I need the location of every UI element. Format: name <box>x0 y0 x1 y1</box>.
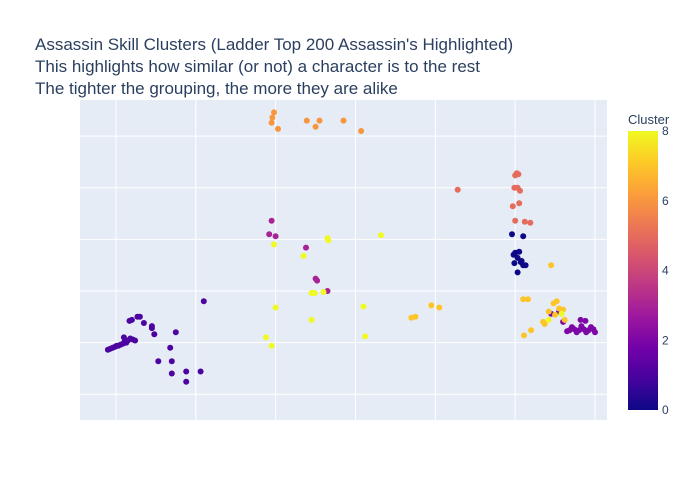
data-point <box>548 262 555 269</box>
data-point <box>515 171 522 178</box>
colorbar-tick-label: 6 <box>662 194 669 208</box>
data-point <box>268 217 275 224</box>
data-point <box>197 368 204 375</box>
data-point <box>340 117 347 124</box>
data-point <box>521 332 527 339</box>
data-point <box>516 200 523 207</box>
data-point <box>520 296 527 303</box>
data-point <box>167 344 174 351</box>
data-point <box>308 316 315 323</box>
data-point <box>275 125 281 132</box>
data-point <box>520 233 527 240</box>
colorbar-tick-label: 4 <box>662 264 669 278</box>
data-point <box>325 237 332 244</box>
title-line-2: This highlights how similar (or not) a c… <box>35 57 480 76</box>
data-point <box>148 325 155 332</box>
data-point <box>183 368 190 375</box>
points-layer <box>104 109 598 385</box>
data-point <box>132 337 139 344</box>
data-point <box>454 186 461 193</box>
data-point <box>511 260 518 267</box>
data-point <box>168 370 175 377</box>
data-point <box>300 252 307 259</box>
data-point <box>553 298 560 305</box>
data-point <box>268 119 275 126</box>
chart-title: Assassin Skill Clusters (Ladder Top 200 … <box>35 35 513 98</box>
data-point <box>522 262 529 269</box>
data-point <box>168 358 175 365</box>
data-point <box>528 327 535 334</box>
data-point <box>527 219 534 226</box>
data-point <box>312 123 319 130</box>
colorbar-tick-label: 8 <box>662 124 669 138</box>
data-point <box>272 233 279 240</box>
colorbar-tick-label: 2 <box>662 333 669 347</box>
data-point <box>272 304 279 311</box>
colorbar-ticks: 0 2 4 6 8 <box>662 124 669 417</box>
data-point <box>509 203 516 210</box>
data-point <box>362 333 369 340</box>
data-point <box>316 117 323 124</box>
data-point <box>311 290 318 296</box>
data-point <box>268 342 275 349</box>
title-line-1: Assassin Skill Clusters (Ladder Top 200 … <box>35 35 513 54</box>
data-point <box>577 316 584 323</box>
data-point <box>518 258 525 264</box>
data-point <box>140 320 147 326</box>
data-point <box>320 289 327 295</box>
data-point <box>509 231 515 238</box>
data-point <box>120 334 127 341</box>
data-point <box>521 218 528 225</box>
data-point <box>155 358 162 365</box>
data-point <box>561 316 568 323</box>
data-point <box>266 231 273 238</box>
data-point <box>360 303 367 310</box>
data-point <box>269 114 276 121</box>
data-point <box>545 316 552 323</box>
data-point <box>552 311 559 318</box>
colorbar-gradient <box>628 131 658 410</box>
data-point <box>558 310 565 317</box>
data-point <box>151 331 158 338</box>
data-point <box>428 302 435 309</box>
data-point <box>128 316 135 323</box>
data-point <box>303 244 309 251</box>
colorbar-title: Cluster <box>628 112 670 127</box>
data-point <box>545 308 552 315</box>
data-point <box>136 313 143 320</box>
data-point <box>436 304 443 311</box>
data-point <box>378 232 384 239</box>
data-point <box>541 321 548 327</box>
grid <box>80 100 607 420</box>
data-point <box>582 317 589 324</box>
data-point <box>303 117 310 124</box>
data-point <box>172 329 179 336</box>
colorbar: Cluster 0 2 4 6 8 <box>628 112 670 417</box>
data-point <box>514 269 521 276</box>
data-point <box>412 313 419 320</box>
data-point <box>525 296 531 303</box>
title-line-3: The tighter the grouping, the more they … <box>35 79 398 98</box>
data-point <box>516 248 523 255</box>
data-point <box>183 378 190 385</box>
data-point <box>200 298 207 305</box>
data-point <box>314 277 321 284</box>
data-point <box>517 187 523 194</box>
data-point <box>564 328 571 335</box>
plot-area <box>80 100 607 420</box>
data-point <box>263 334 269 341</box>
colorbar-tick-label: 0 <box>662 403 669 417</box>
data-point <box>271 109 277 116</box>
data-point <box>271 241 277 248</box>
data-point <box>512 217 519 224</box>
data-point <box>358 128 365 134</box>
